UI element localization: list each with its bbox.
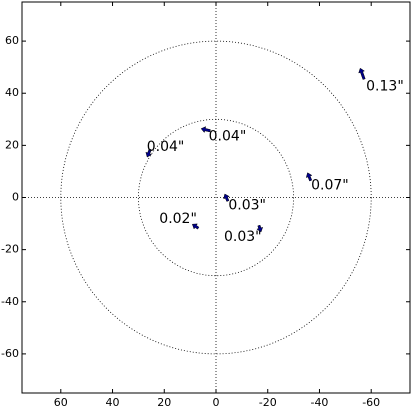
y-tick-label: -20	[1, 243, 19, 256]
arrow	[200, 126, 211, 134]
x-tick-label: -60	[362, 396, 380, 409]
y-tick-label: -60	[1, 347, 19, 360]
ring	[137, 118, 294, 277]
x-tick-label: 60	[54, 396, 68, 409]
y-tick-label: 60	[5, 34, 19, 47]
x-tick-label: 20	[157, 396, 171, 409]
arrow	[223, 193, 230, 202]
value-label: 0.02"	[159, 211, 197, 227]
x-tick-label: -20	[259, 396, 277, 409]
ring	[60, 40, 372, 355]
y-tick-label: 20	[5, 138, 19, 151]
arrow	[256, 224, 264, 233]
value-label: 0.04"	[209, 129, 247, 145]
x-tick-label: 40	[106, 396, 120, 409]
y-tick-label: 0	[12, 191, 19, 204]
value-label: 0.03"	[224, 229, 262, 245]
value-label: 0.03"	[228, 198, 266, 214]
x-tick-label: -40	[310, 396, 328, 409]
value-label: 0.04"	[147, 139, 185, 155]
x-tick-label: 0	[213, 396, 220, 409]
arrow	[191, 223, 200, 230]
value-label: 0.07"	[311, 178, 349, 194]
y-tick-label: -40	[1, 295, 19, 308]
y-tick-label: 40	[5, 86, 19, 99]
arrow	[305, 172, 313, 182]
arrow	[358, 67, 366, 80]
arrow	[145, 148, 153, 158]
value-label: 0.13"	[366, 79, 404, 95]
